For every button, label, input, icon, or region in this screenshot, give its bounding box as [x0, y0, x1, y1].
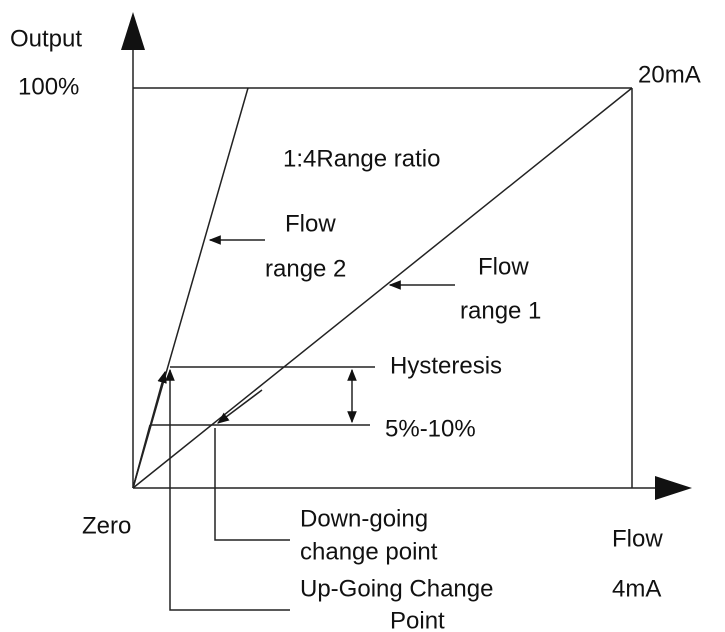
label: Up-Going Change — [300, 575, 493, 602]
x-label: Flow — [612, 525, 663, 552]
label: Point — [390, 607, 445, 632]
label: Hysteresis — [390, 352, 502, 379]
label: 5%-10% — [385, 415, 476, 442]
title: 1:4Range ratio — [283, 145, 440, 172]
y-arrow — [121, 12, 145, 50]
origin-label: Zero — [82, 512, 131, 539]
label: Flow — [478, 253, 529, 280]
up-going-leader — [165, 368, 290, 611]
flow-range-1-line — [132, 87, 633, 489]
down-going-leader — [214, 428, 290, 541]
label: Down-going — [300, 505, 428, 532]
label: range 1 — [460, 297, 541, 324]
label: range 2 — [265, 255, 346, 282]
top-right: 20mA — [638, 61, 701, 88]
label: change point — [300, 538, 438, 565]
x-unit: 4mA — [612, 575, 661, 602]
axes — [121, 12, 692, 500]
y-label: Output — [10, 25, 82, 52]
down-point-pointer — [217, 389, 263, 424]
label: Flow — [285, 210, 336, 237]
x-arrow — [655, 476, 692, 500]
origin-arrow — [132, 370, 167, 489]
y-max: 100% — [18, 73, 79, 100]
